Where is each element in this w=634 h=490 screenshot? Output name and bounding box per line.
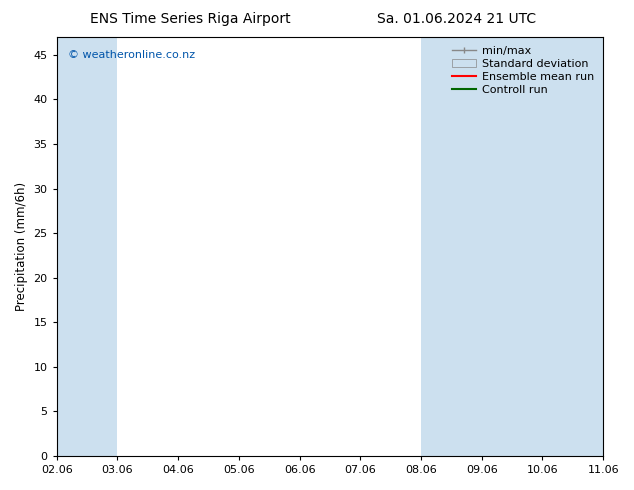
Bar bbox=[421, 37, 543, 456]
Text: © weatheronline.co.nz: © weatheronline.co.nz bbox=[68, 49, 195, 60]
Bar bbox=[56, 37, 117, 456]
Y-axis label: Precipitation (mm/6h): Precipitation (mm/6h) bbox=[15, 182, 28, 311]
Text: ENS Time Series Riga Airport: ENS Time Series Riga Airport bbox=[90, 12, 290, 26]
Bar bbox=[543, 37, 603, 456]
Legend: min/max, Standard deviation, Ensemble mean run, Controll run: min/max, Standard deviation, Ensemble me… bbox=[449, 43, 598, 98]
Text: Sa. 01.06.2024 21 UTC: Sa. 01.06.2024 21 UTC bbox=[377, 12, 536, 26]
